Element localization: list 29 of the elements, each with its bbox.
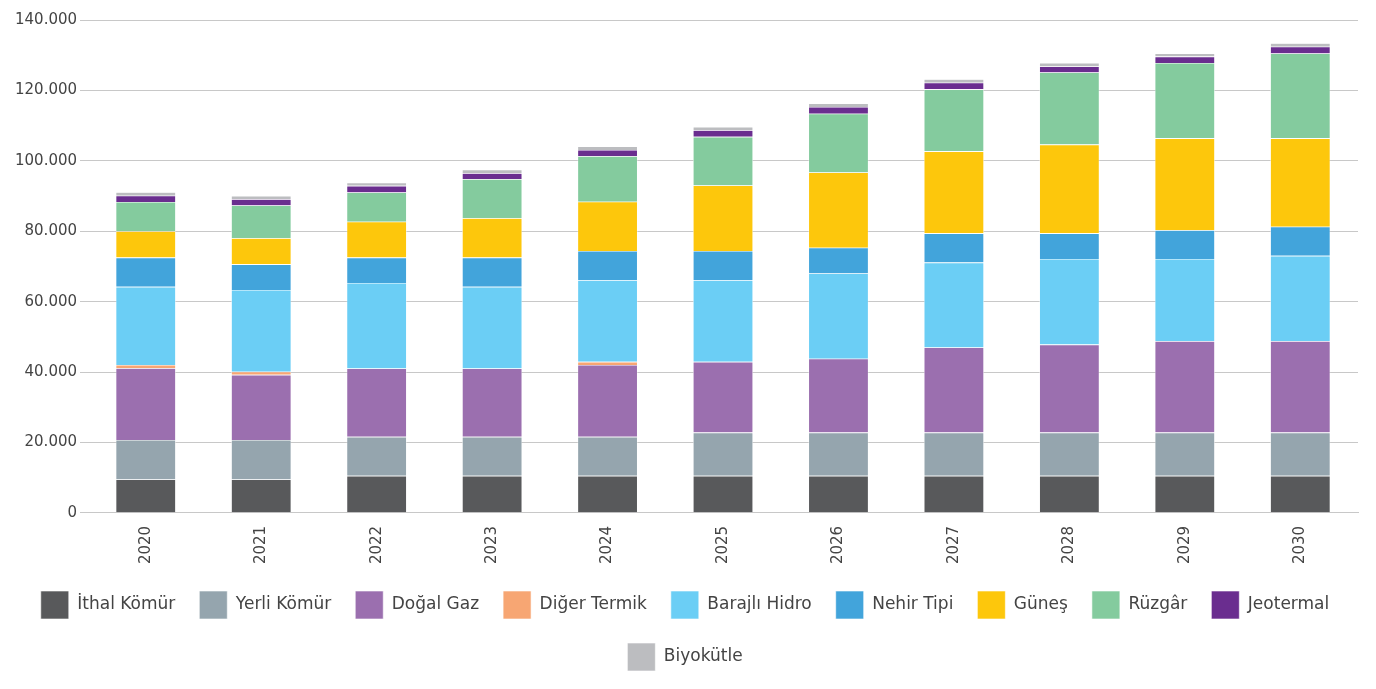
y-tick-label: 20.000	[24, 432, 78, 451]
y-tick-label: 80.000	[24, 221, 78, 240]
legend-label: Diğer Termik	[539, 593, 647, 614]
x-tick-label: 2022	[366, 525, 385, 565]
x-tick-label: 2023	[482, 525, 500, 565]
x-tick-label: 2021	[251, 525, 270, 565]
y-tick-label: 120.000	[15, 80, 78, 99]
legend-label: İthal Kömür	[77, 593, 176, 614]
x-tick-label: 2027	[943, 525, 962, 565]
legend-label: Doğal Gaz	[391, 593, 480, 614]
y-tick-label: 60.000	[24, 291, 78, 310]
y-tick-label: 40.000	[24, 361, 78, 380]
x-tick-label: 2025	[712, 525, 731, 565]
legend-label: Rüzgâr	[1128, 593, 1188, 614]
x-tick-label: 2026	[828, 525, 847, 565]
y-tick-label: 140.000	[15, 9, 78, 28]
y-tick-label: 0	[67, 502, 78, 521]
x-tick-label: 2028	[1059, 525, 1078, 565]
legend-label: Biyokütle	[663, 645, 743, 666]
y-tick-label: 100.000	[15, 150, 78, 169]
x-tick-label: 2030	[1290, 525, 1309, 565]
legend-label: Yerli Kömür	[234, 593, 332, 614]
x-tick-label: 2020	[135, 525, 154, 565]
x-tick-label: 2029	[1174, 525, 1193, 565]
legend-label: Barajlı Hidro	[707, 593, 812, 614]
legend-label: Nehir Tipi	[872, 593, 954, 614]
legend-label: Güneş	[1013, 593, 1069, 614]
x-tick-label: 2024	[597, 525, 616, 565]
legend-label: Jeotermal	[1246, 593, 1330, 614]
